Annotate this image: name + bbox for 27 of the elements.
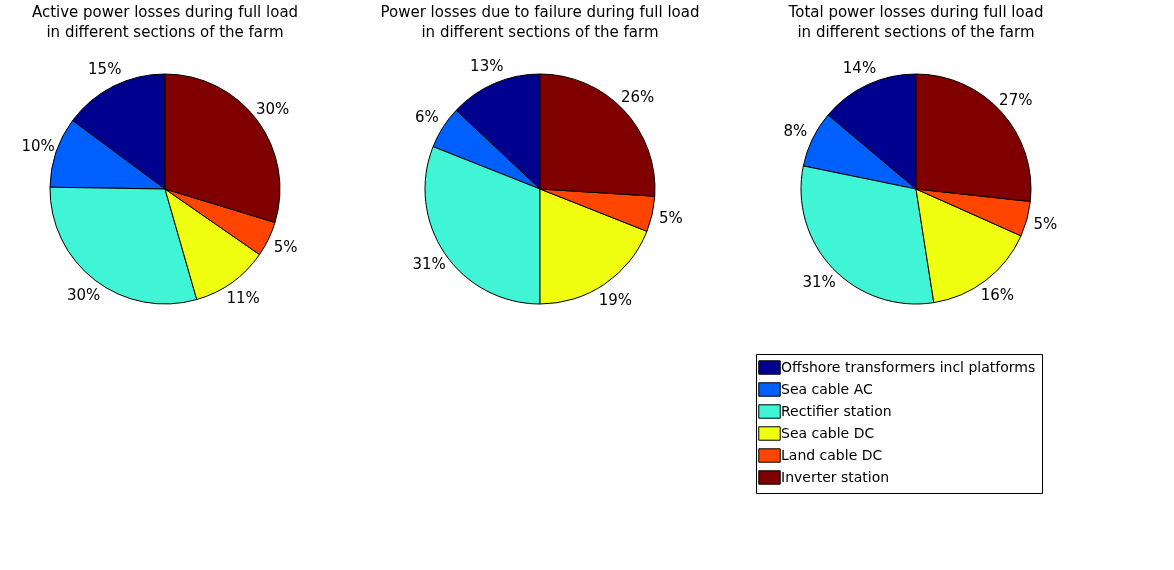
- data-label: 31%: [412, 255, 446, 274]
- data-label: 5%: [1033, 215, 1058, 234]
- data-label: 6%: [414, 108, 439, 127]
- chart-title: Power losses due to failure during full load in different sections of the farm: [380, 3, 700, 41]
- data-label: 26%: [621, 88, 655, 107]
- legend-label: Sea cable AC: [781, 380, 873, 397]
- data-label: 31%: [802, 272, 836, 291]
- data-label: 5%: [658, 209, 683, 228]
- chart-title: Active power losses during full load in different sections of the farm: [31, 3, 299, 41]
- data-label: 10%: [21, 137, 55, 156]
- data-label: 30%: [66, 286, 101, 305]
- data-label: 27%: [999, 90, 1033, 109]
- legend-label: Offshore transformers incl platforms: [781, 358, 1036, 375]
- data-label: 14%: [842, 58, 877, 77]
- data-label: 5%: [273, 238, 298, 257]
- legend-label: Rectifier station: [781, 402, 892, 419]
- data-label: 15%: [88, 60, 122, 79]
- data-label: 16%: [980, 286, 1015, 305]
- data-label: 19%: [598, 290, 632, 309]
- chart-title: Total power losses during full load in different sections of the farm: [787, 3, 1044, 41]
- data-label: 13%: [470, 57, 504, 76]
- data-label: 11%: [226, 288, 260, 307]
- legend-label: Land cable DC: [781, 446, 883, 463]
- data-label: 8%: [783, 121, 808, 140]
- legend-label: Inverter station: [781, 468, 890, 485]
- data-label: 30%: [256, 100, 290, 119]
- legend-label: Sea cable DC: [781, 424, 875, 441]
